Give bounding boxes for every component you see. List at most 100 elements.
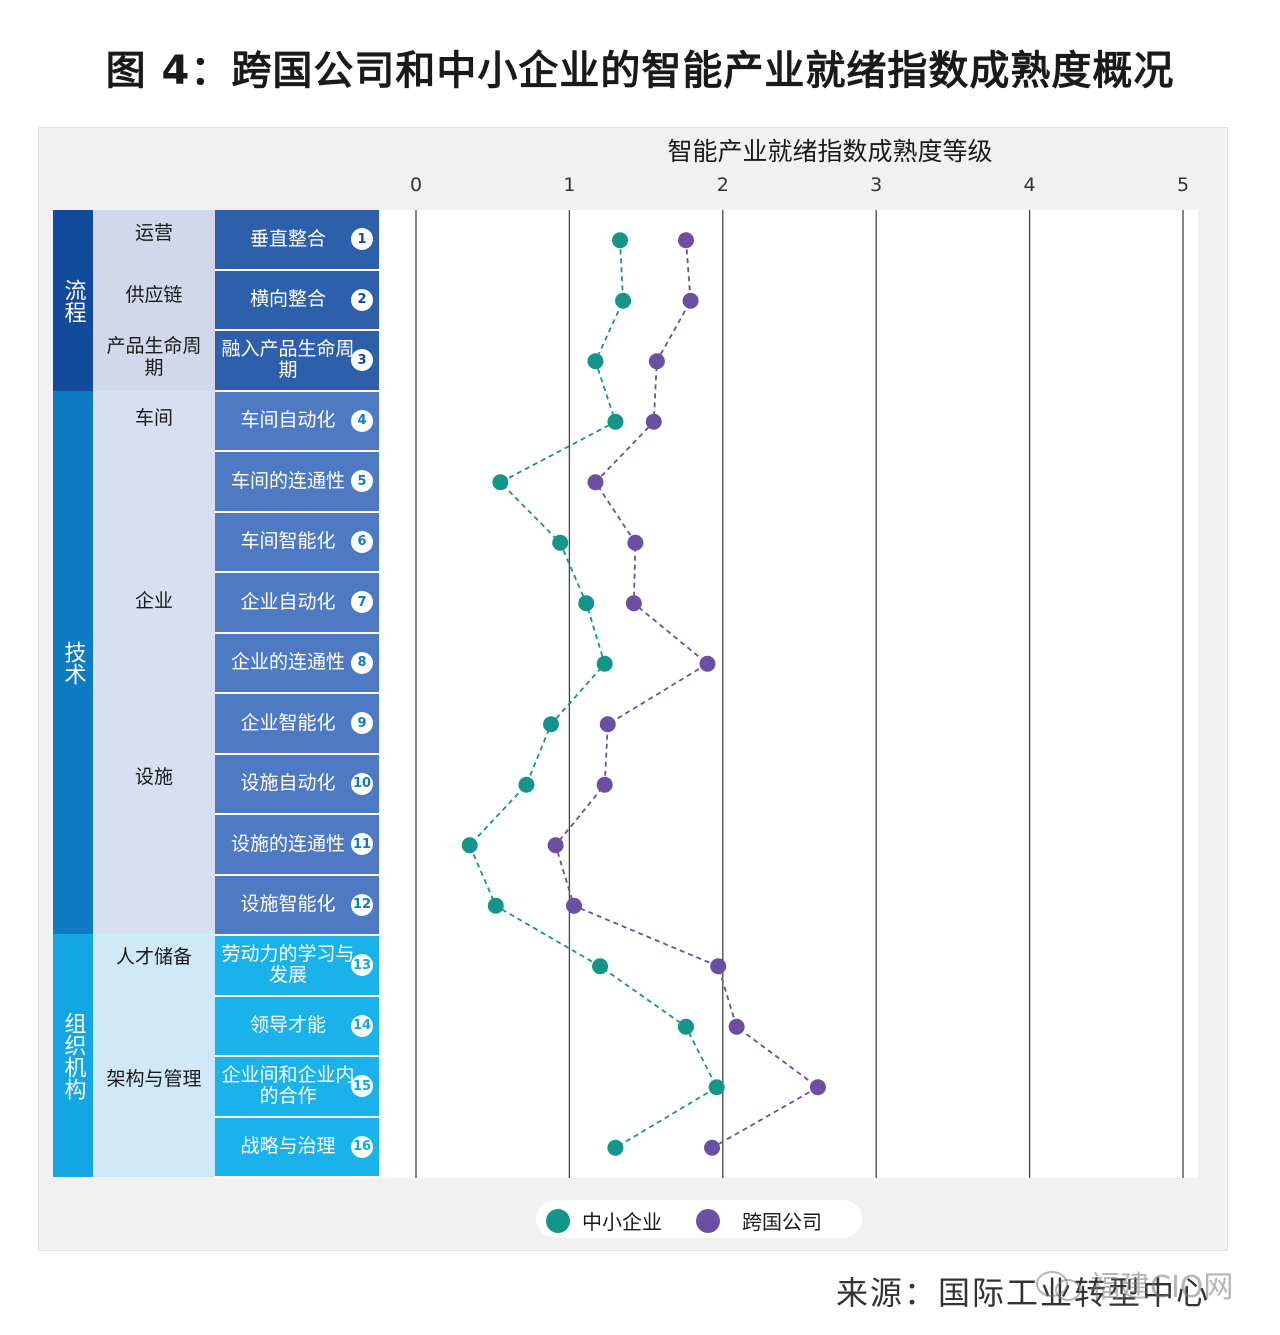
subcategory-facility: 设施 [134, 766, 173, 788]
dimension-row: 车间自动化 4 [215, 391, 379, 452]
dimension-number-badge: 14 [351, 1014, 373, 1037]
dimension-number-badge: 11 [351, 833, 373, 856]
dimension-label: 融入产品生命周期 [221, 338, 355, 382]
dimension-row: 车间的连通性 5 [215, 452, 379, 513]
data-point-mnc [645, 413, 662, 430]
legend-label-sme: 中小企业 [582, 1210, 662, 1234]
dimension-label: 设施智能化 [240, 893, 336, 916]
subcategory-org-bg [93, 934, 215, 1177]
category-tech: 技术 [53, 391, 93, 934]
dimension-row: 企业间和企业内的合作 15 [215, 1057, 379, 1118]
data-point-sme [708, 1079, 725, 1096]
dimension-label: 横向整合 [249, 288, 326, 311]
data-point-mnc [596, 776, 613, 793]
data-point-mnc [648, 353, 665, 370]
dimension-label: 企业智能化 [240, 711, 336, 734]
data-point-sme [607, 413, 624, 430]
dimension-number-badge: 1 [351, 228, 373, 251]
main-title: 图 4：跨国公司和中小企业的智能产业就绪指数成熟度概况 [105, 48, 1175, 94]
data-point-sme [596, 655, 613, 672]
legend-dot-mnc [696, 1209, 720, 1233]
dimension-label: 企业自动化 [240, 590, 336, 613]
legend-dot-sme [546, 1209, 570, 1233]
subcategory-structure: 架构与管理 [106, 1068, 202, 1090]
dimension-label: 车间自动化 [240, 409, 336, 432]
x-tick-label: 5 [1176, 174, 1190, 196]
x-tick-label: 2 [716, 174, 729, 196]
data-point-sme [612, 232, 629, 249]
x-tick-label: 1 [563, 174, 576, 196]
series-line-sme [468, 240, 718, 1149]
subcategory-operations: 运营 [134, 222, 173, 244]
data-point-sme [461, 837, 478, 854]
dimension-label: 战略与治理 [240, 1135, 336, 1158]
dimension-row: 横向整合 2 [215, 270, 379, 331]
data-point-mnc [704, 1139, 721, 1156]
legend-label-mnc: 跨国公司 [742, 1210, 822, 1234]
subcategory-process-bg [93, 210, 215, 391]
dimension-number-badge: 5 [351, 470, 373, 493]
dimension-label: 领导才能 [249, 1014, 326, 1037]
dimension-label: 设施自动化 [240, 772, 336, 795]
data-point-sme [542, 716, 559, 733]
dimension-label: 设施的连通性 [230, 832, 345, 855]
data-point-mnc [587, 474, 604, 491]
data-point-mnc [627, 534, 644, 551]
dimension-row: 融入产品生命周期 3 [215, 331, 379, 392]
chart-title: 智能产业就绪指数成熟度等级 [667, 137, 993, 166]
data-point-sme [487, 897, 504, 914]
dimension-label: 劳动力的学习与发展 [221, 943, 355, 987]
data-point-sme [615, 292, 632, 309]
dimension-number-badge: 8 [351, 651, 373, 674]
data-point-mnc [566, 897, 583, 914]
series-line-mnc [554, 240, 820, 1149]
data-point-mnc [728, 1018, 745, 1035]
dimension-number-badge: 3 [351, 349, 373, 372]
data-point-sme [587, 353, 604, 370]
data-point-mnc [677, 232, 694, 249]
data-point-sme [607, 1139, 624, 1156]
dimension-row: 领导才能 14 [215, 996, 379, 1057]
x-tick-label: 3 [870, 174, 883, 196]
watermark: 福建CIO网 [1090, 1270, 1234, 1305]
dimension-label: 车间的连通性 [230, 469, 345, 492]
data-point-sme [677, 1018, 694, 1035]
subcategory-supply-chain: 供应链 [125, 284, 183, 306]
data-point-mnc [547, 837, 564, 854]
category-org-label: 组织机构 [60, 1011, 86, 1100]
data-point-mnc [625, 595, 642, 612]
dimension-label: 企业间和企业内的合作 [221, 1064, 355, 1108]
dimension-label: 车间智能化 [240, 530, 336, 553]
dimension-number-badge: 12 [351, 893, 373, 916]
x-tick-label: 4 [1023, 174, 1036, 196]
subcategory-shop-floor: 车间 [134, 407, 173, 429]
dimension-row: 战略与治理 16 [215, 1117, 379, 1178]
dimension-row: 劳动力的学习与发展 13 [215, 936, 379, 997]
data-point-sme [578, 595, 595, 612]
data-point-mnc [710, 958, 727, 975]
data-point-mnc [699, 655, 716, 672]
data-point-sme [592, 958, 609, 975]
dimension-number-badge: 7 [351, 591, 373, 614]
data-point-mnc [599, 716, 616, 733]
dimension-number-badge: 4 [351, 409, 373, 432]
data-point-sme [552, 534, 569, 551]
dimension-number-badge: 16 [351, 1135, 373, 1158]
dimension-row: 企业自动化 7 [215, 573, 379, 634]
dimension-row: 设施的连通性 11 [215, 815, 379, 876]
dimension-label: 垂直整合 [249, 227, 326, 250]
dimension-number-badge: 2 [351, 288, 373, 311]
dimension-label: 企业的连通性 [230, 651, 345, 674]
dimension-row: 车间智能化 6 [215, 512, 379, 573]
dimension-row: 垂直整合 1 [215, 210, 379, 271]
subcategory-enterprise: 企业 [134, 590, 173, 612]
plot-area [380, 210, 1198, 1178]
subcategory-talent: 人才储备 [115, 946, 192, 968]
data-point-mnc [682, 292, 699, 309]
dimension-number-badge: 10 [351, 772, 373, 795]
legend: 中小企业 跨国公司 [536, 1200, 862, 1238]
category-tech-label: 技术 [60, 640, 86, 685]
category-process: 流程 [53, 210, 93, 391]
data-point-mnc [809, 1079, 826, 1096]
dimension-row: 企业的连通性 8 [215, 633, 379, 694]
